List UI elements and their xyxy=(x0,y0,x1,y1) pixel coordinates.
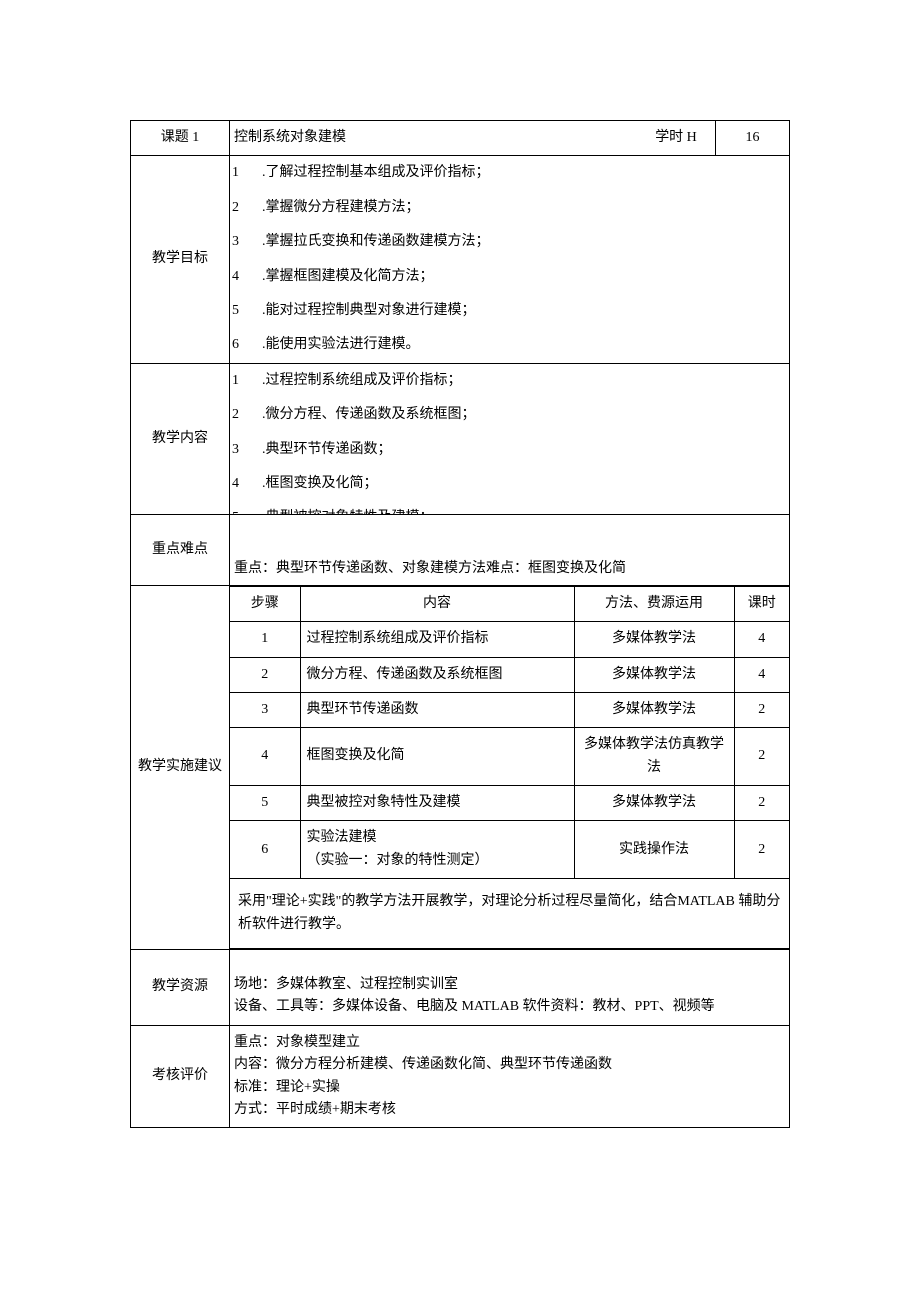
header-row: 课题 1 控制系统对象建模 学时 H 16 xyxy=(131,121,790,156)
assessment-line: 标准：理论+实操 xyxy=(234,1077,785,1099)
hours-value: 16 xyxy=(716,121,790,156)
assessment-row: 考核评价 重点：对象模型建立 内容：微分方程分析建模、传递函数化简、典型环节传递… xyxy=(131,1025,790,1128)
resources-row: 教学资源 场地：多媒体教室、过程控制实训室 设备、工具等：多媒体设备、电脑及 M… xyxy=(131,950,790,1026)
assessment-line: 重点：对象模型建立 xyxy=(234,1032,785,1054)
list-text: .掌握框图建模及化简方法； xyxy=(262,266,789,288)
cell-content: 过程控制系统组成及评价指标 xyxy=(300,622,574,657)
content-content: 1.过程控制系统组成及评价指标； 2.微分方程、传递函数及系统框图； 3.典型环… xyxy=(230,363,790,514)
cell-hours: 4 xyxy=(734,657,789,692)
resources-content: 场地：多媒体教室、过程控制实训室 设备、工具等：多媒体设备、电脑及 MATLAB… xyxy=(230,950,790,1026)
table-row: 2 微分方程、传递函数及系统框图 多媒体教学法 4 xyxy=(230,657,789,692)
keypoints-text: 重点：典型环节传递函数、对象建模方法难点：框图变换及化简 xyxy=(230,514,790,585)
list-num: 3 xyxy=(230,231,262,253)
table-row: 6 实验法建模 （实验一：对象的特性测定） 实践操作法 2 xyxy=(230,821,789,879)
cell-method: 实践操作法 xyxy=(574,821,734,879)
cell-hours: 2 xyxy=(734,786,789,821)
list-text: .过程控制系统组成及评价指标； xyxy=(262,370,789,392)
list-num: 1 xyxy=(230,370,262,392)
list-text: .典型环节传递函数； xyxy=(262,439,789,461)
cell-method: 多媒体教学法 xyxy=(574,622,734,657)
cell-step: 2 xyxy=(230,657,300,692)
resources-label: 教学资源 xyxy=(131,950,230,1026)
resources-line: 设备、工具等：多媒体设备、电脑及 MATLAB 软件资料：教材、PPT、视频等 xyxy=(234,996,785,1018)
cell-hours: 2 xyxy=(734,728,789,786)
cell-method: 多媒体教学法仿真教学法 xyxy=(574,728,734,786)
plan-row: 教学实施建议 步骤 内容 方法、费源运用 课时 1 过程控制系统组成及评价指标 xyxy=(131,585,790,949)
list-num: 4 xyxy=(230,473,262,495)
cell-method: 多媒体教学法 xyxy=(574,657,734,692)
assessment-content: 重点：对象模型建立 内容：微分方程分析建模、传递函数化简、典型环节传递函数 标准… xyxy=(230,1025,790,1128)
cell-content: 框图变换及化简 xyxy=(300,728,574,786)
table-row: 5 典型被控对象特性及建模 多媒体教学法 2 xyxy=(230,786,789,821)
cell-content: 典型环节传递函数 xyxy=(300,692,574,727)
cell-content: 典型被控对象特性及建模 xyxy=(300,786,574,821)
plan-content: 步骤 内容 方法、费源运用 课时 1 过程控制系统组成及评价指标 多媒体教学法 … xyxy=(230,585,790,949)
cell-step: 1 xyxy=(230,622,300,657)
table-row: 1 过程控制系统组成及评价指标 多媒体教学法 4 xyxy=(230,622,789,657)
list-text: .掌握拉氏变换和传递函数建模方法； xyxy=(262,231,789,253)
cell-content: 实验法建模 （实验一：对象的特性测定） xyxy=(300,821,574,879)
assessment-label: 考核评价 xyxy=(131,1025,230,1128)
col-hours: 课时 xyxy=(734,586,789,621)
hours-label: 学时 H xyxy=(637,121,716,156)
assessment-line: 方式：平时成绩+期末考核 xyxy=(234,1099,785,1121)
list-text: .能对过程控制典型对象进行建模； xyxy=(262,300,789,322)
content-row: 教学内容 1.过程控制系统组成及评价指标； 2.微分方程、传递函数及系统框图； … xyxy=(131,363,790,514)
list-text: .框图变换及化简； xyxy=(262,473,789,495)
cell-content: 微分方程、传递函数及系统框图 xyxy=(300,657,574,692)
resources-line: 场地：多媒体教室、过程控制实训室 xyxy=(234,974,785,996)
list-num: 1 xyxy=(230,162,262,184)
content-label: 教学内容 xyxy=(131,363,230,514)
table-row: 3 典型环节传递函数 多媒体教学法 2 xyxy=(230,692,789,727)
syllabus-table: 课题 1 控制系统对象建模 学时 H 16 教学目标 1.了解过程控制基本组成及… xyxy=(130,120,790,1128)
list-num: 3 xyxy=(230,439,262,461)
list-num: 4 xyxy=(230,266,262,288)
col-step: 步骤 xyxy=(230,586,300,621)
cell-step: 6 xyxy=(230,821,300,879)
plan-header: 步骤 内容 方法、费源运用 课时 xyxy=(230,586,789,621)
list-text: .能使用实验法进行建模。 xyxy=(262,334,789,356)
list-num: 5 xyxy=(230,507,262,513)
list-num: 2 xyxy=(230,404,262,426)
keypoints-label: 重点难点 xyxy=(131,514,230,585)
goals-label: 教学目标 xyxy=(131,156,230,363)
list-text: .了解过程控制基本组成及评价指标； xyxy=(262,162,789,184)
plan-label: 教学实施建议 xyxy=(131,585,230,949)
goals-content: 1.了解过程控制基本组成及评价指标； 2.掌握微分方程建模方法； 3.掌握拉氏变… xyxy=(230,156,790,363)
keypoints-row: 重点难点 重点：典型环节传递函数、对象建模方法难点：框图变换及化简 xyxy=(131,514,790,585)
cell-method: 多媒体教学法 xyxy=(574,692,734,727)
goals-row: 教学目标 1.了解过程控制基本组成及评价指标； 2.掌握微分方程建模方法； 3.… xyxy=(131,156,790,363)
cell-step: 3 xyxy=(230,692,300,727)
cell-method: 多媒体教学法 xyxy=(574,786,734,821)
topic-title: 控制系统对象建模 xyxy=(230,121,638,156)
list-num: 5 xyxy=(230,300,262,322)
cell-step: 4 xyxy=(230,728,300,786)
cell-hours: 2 xyxy=(734,821,789,879)
list-num: 2 xyxy=(230,197,262,219)
cell-hours: 2 xyxy=(734,692,789,727)
table-row: 4 框图变换及化简 多媒体教学法仿真教学法 2 xyxy=(230,728,789,786)
cell-hours: 4 xyxy=(734,622,789,657)
list-num: 6 xyxy=(230,334,262,356)
col-content: 内容 xyxy=(300,586,574,621)
plan-note: 采用"理论+实践"的教学方法开展教学，对理论分析过程尽量简化，结合MATLAB … xyxy=(230,879,789,949)
col-method: 方法、费源运用 xyxy=(574,586,734,621)
topic-label: 课题 1 xyxy=(131,121,230,156)
assessment-line: 内容：微分方程分析建模、传递函数化简、典型环节传递函数 xyxy=(234,1054,785,1076)
plan-table: 步骤 内容 方法、费源运用 课时 1 过程控制系统组成及评价指标 多媒体教学法 … xyxy=(230,586,789,949)
plan-note-row: 采用"理论+实践"的教学方法开展教学，对理论分析过程尽量简化，结合MATLAB … xyxy=(230,879,789,949)
list-text: .掌握微分方程建模方法； xyxy=(262,197,789,219)
cell-step: 5 xyxy=(230,786,300,821)
list-text: .典型被控对象特性及建模； xyxy=(262,507,789,513)
list-text: .微分方程、传递函数及系统框图； xyxy=(262,404,789,426)
